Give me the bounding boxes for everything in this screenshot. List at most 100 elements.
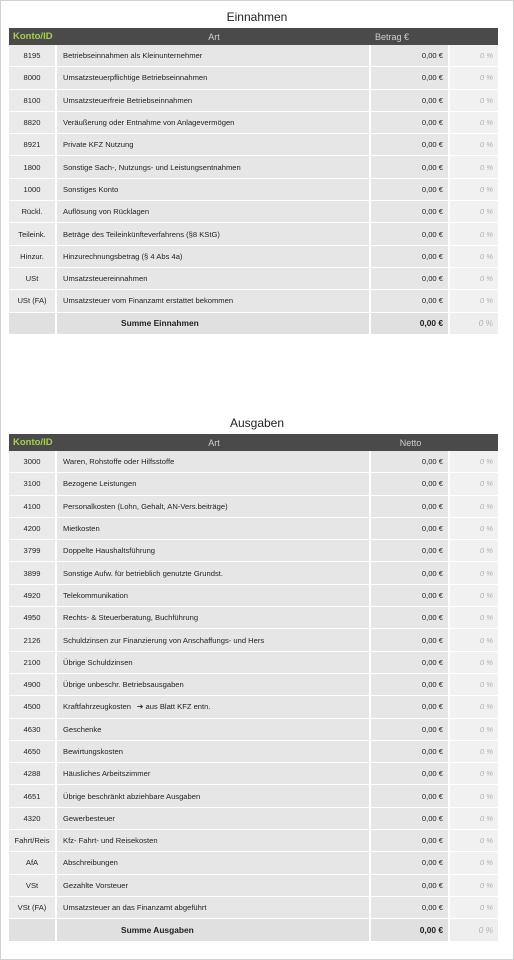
row-art-cell: Gewerbesteuer bbox=[57, 807, 371, 831]
row-percent: 0 % bbox=[450, 201, 498, 224]
table-row: USt (FA) Umsatzsteuer vom Finanzamt ersta… bbox=[9, 290, 498, 313]
row-art: Doppelte Haushaltsführung bbox=[63, 546, 156, 556]
row-amount-field[interactable]: 0,00 € bbox=[371, 473, 450, 496]
row-art: Rechts- & Steuerberatung, Buchführung bbox=[63, 613, 199, 623]
row-amount-field[interactable]: 0,00 € bbox=[371, 852, 450, 875]
row-konto-id: 8921 bbox=[9, 134, 57, 157]
row-percent: 0 % bbox=[450, 45, 498, 68]
row-amount-field[interactable]: 0,00 € bbox=[371, 495, 450, 518]
row-percent: 0 % bbox=[450, 223, 498, 246]
row-art: Beträge des Teileinkünfteverfahrens (§8 … bbox=[63, 229, 220, 239]
row-amount-field[interactable]: 0,00 € bbox=[371, 607, 450, 630]
sum-amount: 0,00 € bbox=[371, 919, 450, 942]
row-art: Kraftfahrzeugkosten bbox=[63, 702, 131, 712]
row-art: Auflösung von Rücklagen bbox=[63, 207, 150, 217]
row-art: Übrige unbeschr. Betriebsausgaben bbox=[63, 680, 184, 690]
table-row: USt Umsatzsteuereinnahmen 0,00 €0 % bbox=[9, 267, 498, 291]
row-amount-field[interactable]: 0,00 € bbox=[371, 540, 450, 563]
row-amount-field[interactable]: 0,00 € bbox=[371, 290, 450, 313]
row-amount-field[interactable]: 0,00 € bbox=[371, 134, 450, 157]
row-amount-field[interactable]: 0,00 € bbox=[371, 156, 450, 179]
row-art: Kfz- Fahrt- und Reisekosten bbox=[63, 836, 158, 846]
row-percent: 0 % bbox=[450, 607, 498, 630]
row-amount-field[interactable]: 0,00 € bbox=[371, 673, 450, 697]
row-art-cell: Betriebseinnahmen als Kleinunternehmer bbox=[57, 45, 371, 68]
row-art-cell: Geschenke bbox=[57, 718, 371, 741]
row-amount-field[interactable]: 0,00 € bbox=[371, 111, 450, 135]
row-amount-field[interactable]: 0,00 € bbox=[371, 807, 450, 831]
table-row: 8000 Umsatzsteuerpflichtige Betriebseinna… bbox=[9, 67, 498, 90]
row-konto-id: 4950 bbox=[9, 607, 57, 630]
row-amount-field[interactable]: 0,00 € bbox=[371, 201, 450, 224]
row-konto-id: Fahrt/Reis bbox=[9, 830, 57, 853]
row-amount-field[interactable]: 0,00 € bbox=[371, 830, 450, 853]
row-amount-field[interactable]: 0,00 € bbox=[371, 245, 450, 268]
row-konto-id: 4651 bbox=[9, 785, 57, 808]
row-art: Sonstige Sach-, Nutzungs- und Leistungse… bbox=[63, 162, 241, 172]
table-row: Rückl. Auflösung von Rücklagen 0,00 €0 % bbox=[9, 201, 498, 224]
row-art-cell: Bewirtungskosten bbox=[57, 740, 371, 764]
row-amount-field[interactable]: 0,00 € bbox=[371, 223, 450, 246]
row-amount-field[interactable]: 0,00 € bbox=[371, 451, 450, 474]
table-row: 3899 Sonstige Aufw. für betrieblich genut… bbox=[9, 562, 498, 585]
header-art: Art bbox=[57, 434, 371, 451]
sum-id-cell bbox=[9, 919, 57, 942]
row-amount-field[interactable]: 0,00 € bbox=[371, 45, 450, 68]
table-row: 4900 Übrige unbeschr. Betriebsausgaben 0,0… bbox=[9, 673, 498, 697]
row-amount-field[interactable]: 0,00 € bbox=[371, 267, 450, 291]
row-konto-id: 2100 bbox=[9, 651, 57, 674]
row-percent: 0 % bbox=[450, 267, 498, 291]
row-art: Sonstiges Konto bbox=[63, 184, 119, 194]
row-percent: 0 % bbox=[450, 629, 498, 652]
row-konto-id: 4900 bbox=[9, 673, 57, 697]
table-row: 4100 Personalkosten (Lohn, Gehalt, AN-Ver… bbox=[9, 495, 498, 518]
income-table: Konto/ID Art Betrag € 8195 Betriebseinnah… bbox=[9, 28, 498, 335]
row-percent: 0 % bbox=[450, 562, 498, 585]
row-amount-field[interactable]: 0,00 € bbox=[371, 517, 450, 541]
row-amount-field[interactable]: 0,00 € bbox=[371, 584, 450, 608]
row-art-cell: Veräußerung oder Entnahme von Anlageverm… bbox=[57, 111, 371, 135]
row-amount-field[interactable]: 0,00 € bbox=[371, 896, 450, 920]
table-row: 8100 Umsatzsteuerfreie Betriebseinnahmen 0… bbox=[9, 89, 498, 112]
header-art: Art bbox=[57, 28, 371, 45]
table-row: 4288 Häusliches Arbeitszimmer 0,00 €0 % bbox=[9, 763, 498, 786]
table-row: 4920 Telekommunikation 0,00 €0 % bbox=[9, 584, 498, 608]
row-amount-field[interactable]: 0,00 € bbox=[371, 874, 450, 897]
row-konto-id: 4920 bbox=[9, 584, 57, 608]
row-art: Umsatzsteuerpflichtige Betriebseinnahmen bbox=[63, 73, 208, 83]
row-percent: 0 % bbox=[450, 473, 498, 496]
row-amount-field[interactable]: 0,00 € bbox=[371, 740, 450, 764]
row-amount-field[interactable]: 0,00 € bbox=[371, 718, 450, 741]
row-art: Telekommunikation bbox=[63, 590, 128, 600]
row-art-cell: Hinzurechnungsbetrag (§ 4 Abs 4a) bbox=[57, 245, 371, 268]
table-row: Fahrt/Reis Kfz- Fahrt- und Reisekosten 0,0… bbox=[9, 830, 498, 853]
row-art-cell: Übrige Schuldzinsen bbox=[57, 651, 371, 674]
sum-row: Summe Ausgaben 0,00 €0 % bbox=[9, 919, 498, 942]
row-percent: 0 % bbox=[450, 89, 498, 112]
row-amount-field[interactable]: 0,00 € bbox=[371, 629, 450, 652]
row-konto-id: 4100 bbox=[9, 495, 57, 518]
sum-id-cell bbox=[9, 312, 57, 335]
row-amount-field[interactable]: 0,00 € bbox=[371, 651, 450, 674]
row-art: Bezogene Leistungen bbox=[63, 479, 137, 489]
row-art: Personalkosten (Lohn, Gehalt, AN-Vers.be… bbox=[63, 501, 228, 511]
row-amount-field[interactable]: 0,00 € bbox=[371, 696, 450, 719]
row-konto-id: 4650 bbox=[9, 740, 57, 764]
table-row: 1800 Sonstige Sach-, Nutzungs- und Leistu… bbox=[9, 156, 498, 179]
row-amount-field[interactable]: 0,00 € bbox=[371, 562, 450, 585]
row-konto-id: 3799 bbox=[9, 540, 57, 563]
table-row: VSt Gezahlte Vorsteuer 0,00 €0 % bbox=[9, 874, 498, 897]
row-amount-field[interactable]: 0,00 € bbox=[371, 178, 450, 202]
row-amount-field[interactable]: 0,00 € bbox=[371, 67, 450, 90]
row-amount-field[interactable]: 0,00 € bbox=[371, 785, 450, 808]
row-amount-field[interactable]: 0,00 € bbox=[371, 763, 450, 786]
row-konto-id: VSt bbox=[9, 874, 57, 897]
row-art-cell: Rechts- & Steuerberatung, Buchführung bbox=[57, 607, 371, 630]
row-percent: 0 % bbox=[450, 785, 498, 808]
row-art-cell: Telekommunikation bbox=[57, 584, 371, 608]
row-art: Häusliches Arbeitszimmer bbox=[63, 769, 151, 779]
row-art: Schuldzinsen zur Finanzierung von Anscha… bbox=[63, 635, 265, 645]
row-percent: 0 % bbox=[450, 67, 498, 90]
header-percent bbox=[450, 434, 498, 451]
row-amount-field[interactable]: 0,00 € bbox=[371, 89, 450, 112]
